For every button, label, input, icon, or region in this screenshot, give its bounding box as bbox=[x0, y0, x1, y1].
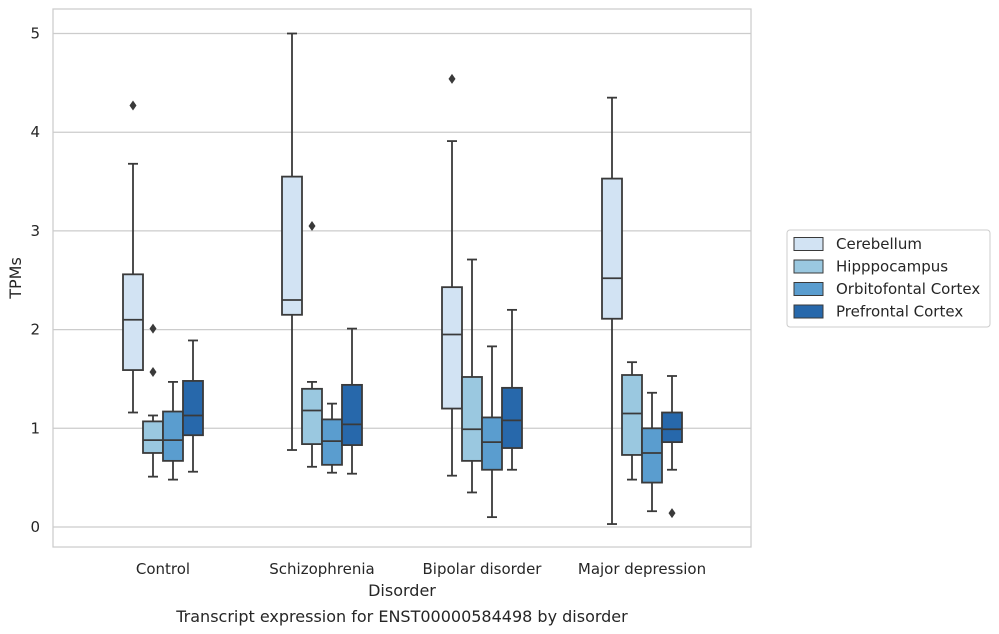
plot-frame bbox=[52, 8, 752, 548]
box-iqr bbox=[122, 273, 144, 371]
box-3-0 bbox=[601, 96, 623, 525]
box-0-2 bbox=[162, 381, 184, 481]
chart-caption: Transcript expression for ENST0000058449… bbox=[175, 607, 628, 626]
y-tick-label: 1 bbox=[30, 419, 40, 437]
box-1-0 bbox=[281, 32, 303, 451]
box-iqr bbox=[301, 387, 323, 445]
box-iqr bbox=[621, 374, 643, 456]
legend-frame bbox=[786, 229, 991, 328]
legend-swatch bbox=[793, 282, 824, 296]
box-1-2 bbox=[321, 402, 343, 474]
y-tick-label: 2 bbox=[30, 321, 40, 339]
box-3-3 bbox=[661, 375, 683, 519]
legend-label: Prefrontal Cortex bbox=[836, 303, 963, 321]
y-tick-labels: 0 1 2 3 4 5 bbox=[30, 25, 40, 537]
x-tick-labels: Control Schizophrenia Bipolar disorder Majo… bbox=[136, 560, 706, 578]
box-2-3 bbox=[501, 308, 523, 471]
box-iqr bbox=[661, 411, 683, 444]
box-3-1 bbox=[621, 361, 643, 481]
x-tick-label: Schizophrenia bbox=[269, 560, 374, 578]
box-iqr bbox=[461, 376, 483, 462]
box-layer bbox=[122, 32, 683, 525]
box-2-0 bbox=[441, 73, 463, 477]
x-tick-label: Major depression bbox=[578, 560, 706, 578]
legend-label: Hipppocampus bbox=[836, 258, 948, 276]
legend-items: Cerebellum Hipppocampus Orbitofontal Corte… bbox=[793, 235, 980, 321]
legend: Cerebellum Hipppocampus Orbitofontal Corte… bbox=[786, 229, 991, 328]
outlier-point bbox=[149, 367, 157, 378]
y-tick-label: 3 bbox=[30, 222, 40, 240]
x-tick-label: Bipolar disorder bbox=[423, 560, 543, 578]
legend-swatch bbox=[793, 259, 824, 274]
box-iqr bbox=[162, 410, 184, 462]
box-iqr bbox=[481, 416, 503, 471]
box-2-1 bbox=[461, 258, 483, 494]
box-iqr bbox=[182, 380, 204, 437]
box-iqr bbox=[441, 286, 463, 410]
box-iqr bbox=[601, 177, 623, 320]
y-tick-label: 0 bbox=[30, 518, 40, 536]
legend-label: Cerebellum bbox=[836, 235, 922, 253]
outlier-point bbox=[129, 100, 137, 111]
outlier-point bbox=[149, 323, 157, 334]
box-0-1 bbox=[142, 323, 164, 478]
box-iqr bbox=[281, 175, 303, 316]
box-iqr bbox=[142, 420, 164, 454]
legend-label: Orbitofontal Cortex bbox=[836, 280, 980, 298]
y-axis-label: TPMs bbox=[6, 257, 25, 300]
box-0-3 bbox=[182, 339, 204, 473]
x-axis-label: Disorder bbox=[368, 581, 436, 600]
outlier-point bbox=[308, 220, 316, 231]
outlier-point bbox=[668, 508, 676, 519]
box-iqr bbox=[641, 427, 663, 484]
box-2-2 bbox=[481, 345, 503, 519]
box-1-1 bbox=[301, 220, 323, 468]
y-tick-label: 5 bbox=[30, 25, 40, 43]
legend-swatch bbox=[793, 237, 824, 251]
box-iqr bbox=[501, 386, 523, 449]
box-0-0 bbox=[122, 100, 144, 414]
box-3-2 bbox=[641, 391, 663, 513]
outlier-point bbox=[448, 73, 456, 84]
legend-swatch bbox=[793, 304, 824, 319]
x-tick-label: Control bbox=[136, 560, 190, 578]
box-1-3 bbox=[341, 327, 363, 475]
box-iqr bbox=[341, 383, 363, 446]
y-tick-label: 4 bbox=[30, 123, 40, 141]
box-iqr bbox=[321, 418, 343, 466]
